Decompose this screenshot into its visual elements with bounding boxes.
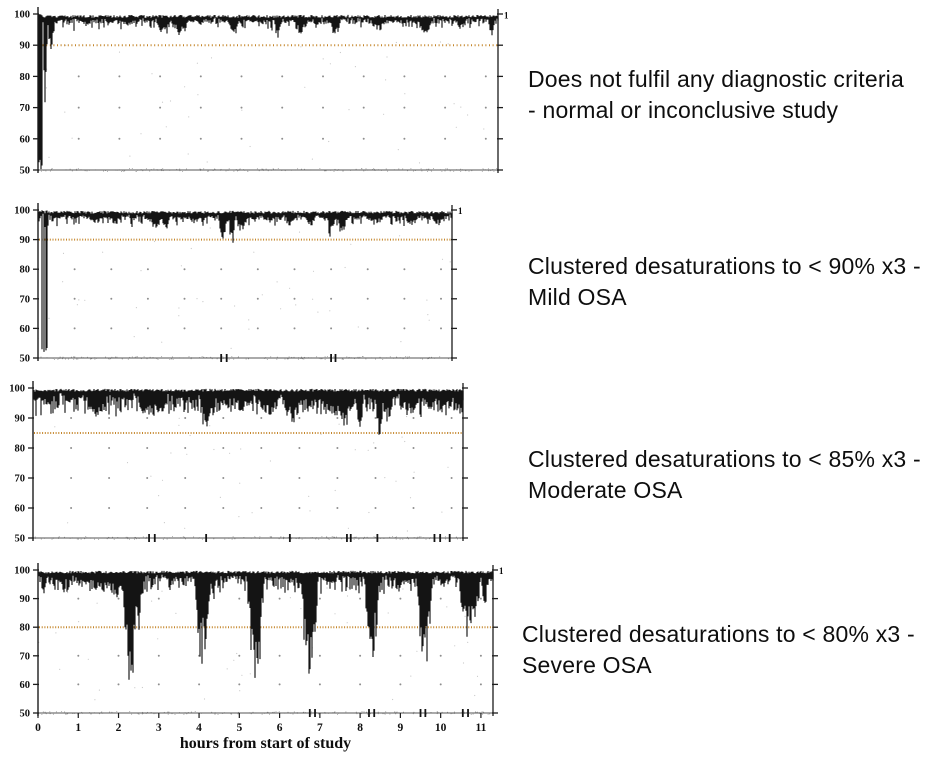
- y-tick-label: 80: [15, 444, 26, 455]
- y-tick-label: 100: [14, 10, 30, 21]
- annotation-line: Mild OSA: [528, 284, 627, 310]
- y-tick-label: 90: [15, 414, 26, 425]
- annotation-line: Severe OSA: [522, 652, 652, 678]
- x-tick-label: 0: [35, 722, 41, 734]
- y-tick-label: 70: [20, 294, 31, 305]
- annotation-severe-osa: Clustered desaturations to < 80% x3 - Se…: [522, 619, 937, 681]
- channel-label: 1: [504, 10, 509, 20]
- annotation-line: Clustered desaturations to < 85% x3 -: [528, 446, 921, 472]
- y-tick-label: 70: [20, 651, 31, 662]
- x-tick-label: 8: [357, 722, 363, 734]
- annotation-line: Moderate OSA: [528, 477, 683, 503]
- baseline-grain: [41, 711, 491, 715]
- y-tick-label: 60: [20, 134, 31, 145]
- x-tick-label: 7: [317, 722, 323, 734]
- annotation-line: Clustered desaturations to < 90% x3 -: [528, 253, 921, 279]
- spo2-trace: [38, 14, 499, 170]
- spo2-trace: [33, 388, 464, 435]
- y-tick-label: 100: [9, 384, 25, 395]
- grid-dots: [73, 268, 443, 330]
- y-tick-label: 80: [20, 623, 31, 634]
- scan-noise: [54, 407, 450, 532]
- annotation-line: - normal or inconclusive study: [528, 97, 839, 123]
- grid-dots: [77, 597, 482, 686]
- annotation-moderate-osa: Clustered desaturations to < 85% x3 - Mo…: [528, 444, 943, 506]
- axes: 100 90 80 70 60 50: [14, 563, 498, 720]
- x-axis-title: hours from start of study: [180, 735, 351, 752]
- baseline-event-marks: [308, 709, 469, 717]
- baseline-event-marks: [220, 354, 337, 362]
- axes: 100 90 80 70 60 50: [9, 381, 468, 545]
- y-tick-label: 100: [14, 566, 30, 577]
- annotation-normal-study: Does not fulfil any diagnostic criteria …: [528, 64, 943, 126]
- y-tick-label: 70: [20, 103, 31, 114]
- annotation-mild-osa: Clustered desaturations to < 90% x3 - Mi…: [528, 251, 943, 313]
- baseline-event-marks: [148, 534, 451, 542]
- y-tick-label: 80: [20, 72, 31, 83]
- x-tick-label: 11: [475, 722, 486, 734]
- annotation-line: Does not fulfil any diagnostic criteria: [528, 66, 904, 92]
- spo2-trace: [38, 210, 453, 352]
- y-tick-label: 90: [20, 594, 31, 605]
- y-tick-label: 80: [20, 265, 31, 276]
- y-tick-label: 70: [15, 474, 26, 485]
- baseline-grain: [37, 168, 498, 172]
- scan-noise: [45, 41, 485, 164]
- x-tick-label: 3: [156, 722, 162, 734]
- y-tick-label: 90: [20, 235, 31, 246]
- x-tick-label: 10: [435, 722, 447, 734]
- x-tick-label: 2: [116, 722, 122, 734]
- axes: 100 90 80 70 60 50: [14, 203, 457, 365]
- axes: 100 90 80 70 60 50: [14, 7, 503, 177]
- channel-label: 1: [458, 206, 463, 216]
- x-tick-label: 9: [398, 722, 404, 734]
- spo2-trace: [38, 570, 494, 680]
- grid-dots: [70, 417, 453, 509]
- y-tick-label: 90: [20, 41, 31, 52]
- scan-noise: [37, 227, 451, 349]
- channel-label: 1: [499, 566, 504, 576]
- y-tick-label: 50: [20, 709, 31, 720]
- y-tick-label: 50: [15, 534, 26, 545]
- y-tick-label: 50: [20, 166, 31, 177]
- x-tick-label: 1: [75, 722, 81, 734]
- annotation-line: Clustered desaturations to < 80% x3 -: [522, 621, 915, 647]
- y-tick-label: 50: [20, 354, 31, 365]
- y-tick-label: 60: [15, 504, 26, 515]
- x-axis: 0 1 2 3 4 5 6 7 8 9 10 11 hours from start of study: [35, 713, 487, 752]
- y-tick-label: 60: [20, 680, 31, 691]
- x-tick-label: 5: [236, 722, 242, 734]
- y-tick-label: 100: [14, 206, 30, 217]
- x-tick-label: 6: [277, 722, 283, 734]
- y-tick-label: 60: [20, 324, 31, 335]
- grid-dots: [77, 75, 487, 140]
- oximetry-panel-3-svg: 100 90 80 70 60 50: [9, 381, 468, 545]
- x-tick-label: 4: [196, 722, 202, 734]
- oximetry-panel-2-svg: 100 90 80 70 60 50 1: [14, 203, 463, 365]
- oximetry-panel-1-svg: 100 90 80 70 60 50 1: [14, 7, 509, 177]
